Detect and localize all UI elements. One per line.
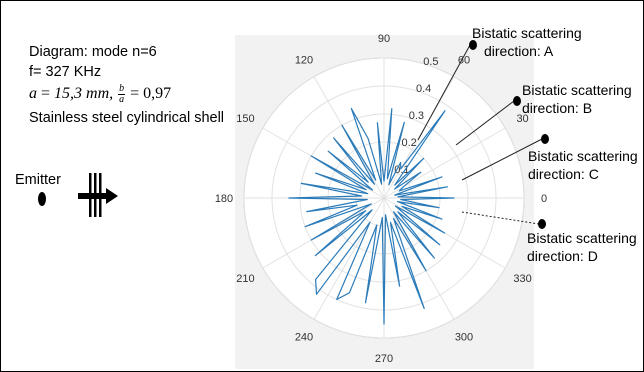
beam-arrow-shaft — [78, 193, 106, 199]
direction-marker-c — [541, 134, 549, 144]
theta-tick-label-2: 60 — [458, 54, 470, 66]
ratio-value: = 0,97 — [130, 85, 172, 103]
ratio-fraction: b a — [118, 83, 126, 105]
direction-marker-d — [538, 219, 546, 229]
theta-tick-label-6: 180 — [215, 193, 233, 205]
callout-arrow-c — [461, 138, 543, 181]
info-frequency: f= 327 KHz — [29, 64, 102, 80]
theta-tick-label-5: 150 — [236, 113, 254, 125]
callout-direction-d: Bistatic scattering direction: D — [527, 229, 637, 265]
callout-direction-b: Bistatic scattering direction: B — [522, 81, 632, 117]
callout-d-line1: Bistatic scattering — [527, 230, 637, 246]
wavefront-line-1 — [94, 173, 97, 217]
emitter-label: Emitter — [15, 172, 61, 188]
symbol-a: a — [29, 85, 37, 103]
theta-tick-label-0: 0 — [541, 193, 547, 205]
theta-tick-label-7: 210 — [236, 273, 254, 285]
r-tick-label-3: 0.4 — [416, 83, 431, 95]
wavefront-line-2 — [99, 173, 102, 217]
callout-a-line2: direction: A — [484, 43, 554, 59]
emitter-dot — [38, 192, 46, 206]
callout-direction-c: Bistatic scattering direction: C — [528, 147, 638, 183]
callout-c-line2: direction: C — [528, 166, 599, 182]
fraction-numerator: b — [118, 83, 126, 95]
theta-tick-label-8: 240 — [295, 332, 313, 344]
theta-tick-label-1: 30 — [516, 113, 528, 125]
theta-tick-label-4: 120 — [295, 54, 313, 66]
callout-arrow-a — [417, 44, 471, 141]
angular-grid-line-8 — [313, 197, 385, 320]
callout-a-line1: Bistatic scattering — [472, 25, 582, 41]
series-line — [288, 107, 455, 325]
callout-d-line2: direction: D — [527, 248, 598, 264]
beam-arrow-head — [106, 188, 118, 204]
direction-marker-a — [469, 40, 477, 50]
callout-arrow-b — [455, 100, 515, 146]
direction-marker-b — [513, 96, 521, 106]
theta-tick-label-10: 300 — [455, 332, 473, 344]
callout-b-line2: direction: B — [522, 100, 593, 116]
callout-c-line1: Bistatic scattering — [528, 148, 638, 164]
wavefront-line-0 — [89, 173, 92, 217]
info-mode: Diagram: mode n=6 — [29, 44, 157, 60]
fraction-denominator: a — [119, 94, 125, 105]
info-material: Stainless steel cylindrical shell — [29, 110, 225, 126]
r-tick-label-4: 0.5 — [423, 56, 438, 68]
callout-direction-a: Bistatic scattering direction: A — [472, 24, 582, 60]
callout-arrow-d — [461, 211, 540, 225]
callout-b-line1: Bistatic scattering — [522, 82, 632, 98]
theta-tick-label-9: 270 — [375, 353, 393, 365]
a-value: 15,3 mm, — [54, 85, 114, 103]
theta-tick-label-3: 90 — [378, 33, 390, 45]
info-geometry: a = 15,3 mm, b a = 0,97 — [29, 83, 172, 105]
theta-tick-label-11: 330 — [513, 273, 531, 285]
r-tick-label-2: 0.3 — [409, 110, 424, 122]
r-tick-label-1: 0.2 — [401, 137, 416, 149]
